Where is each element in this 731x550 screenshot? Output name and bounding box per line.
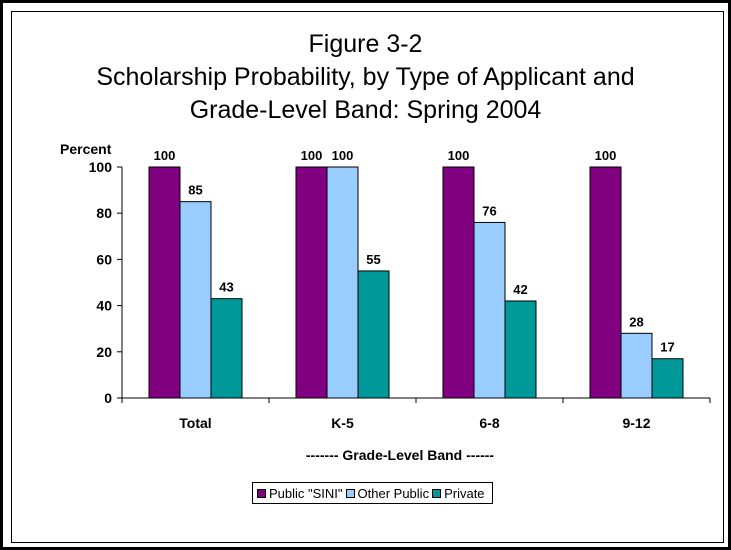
data-label: 55 bbox=[366, 252, 380, 267]
bar bbox=[357, 270, 390, 399]
data-label: 85 bbox=[188, 183, 202, 198]
data-label: 76 bbox=[482, 203, 496, 218]
bar bbox=[148, 166, 181, 399]
y-tick-label: 80 bbox=[96, 205, 112, 221]
legend-swatch bbox=[257, 488, 266, 498]
y-tick-label: 20 bbox=[96, 344, 112, 360]
legend: Public "SINI" Other Public Private bbox=[252, 482, 493, 504]
y-tick-label: 40 bbox=[96, 298, 112, 314]
y-axis-title: Percent bbox=[60, 141, 112, 157]
bar bbox=[295, 166, 328, 399]
data-label: 100 bbox=[595, 148, 617, 163]
data-label: 100 bbox=[154, 148, 176, 163]
chart-title-line-1: Figure 3-2 bbox=[308, 30, 423, 58]
data-label: 28 bbox=[629, 314, 643, 329]
bar bbox=[326, 166, 359, 399]
y-tick-label: 60 bbox=[96, 251, 112, 267]
plot-area: 0 20 40 60 80 100 100 85 43 Total 100 100 55 K-5 100 76… bbox=[89, 148, 711, 431]
legend-item: Private bbox=[432, 485, 485, 501]
bar bbox=[210, 298, 243, 399]
legend-swatch bbox=[345, 488, 355, 498]
data-label: 42 bbox=[513, 282, 527, 297]
category-label: 9-12 bbox=[622, 415, 650, 431]
data-label: 100 bbox=[448, 148, 470, 163]
chart-title-line-3: Grade-Level Band: Spring 2004 bbox=[189, 96, 542, 124]
bar bbox=[179, 201, 212, 399]
bar bbox=[504, 300, 537, 399]
data-label: 17 bbox=[660, 340, 674, 355]
legend-swatch bbox=[432, 488, 442, 498]
y-tick-label: 0 bbox=[104, 390, 112, 406]
data-label: 100 bbox=[301, 148, 323, 163]
legend-item: Other Public bbox=[345, 485, 430, 501]
bar bbox=[589, 166, 622, 399]
y-tick-label: 100 bbox=[89, 159, 113, 175]
legend-label: Other Public bbox=[357, 485, 430, 501]
data-label: 43 bbox=[219, 280, 233, 295]
category-label: Total bbox=[179, 415, 211, 431]
bar bbox=[473, 221, 506, 399]
category-label: 6-8 bbox=[479, 415, 499, 431]
bar bbox=[442, 166, 475, 399]
legend-label: Public "SINI" bbox=[269, 485, 343, 501]
chart-title-line-2: Scholarship Probability, by Type of Appl… bbox=[96, 63, 635, 91]
data-label: 100 bbox=[332, 148, 354, 163]
bar bbox=[620, 332, 653, 399]
legend-item: Public "SINI" bbox=[257, 486, 343, 501]
x-axis-title: ------- Grade-Level Band ------ bbox=[306, 447, 495, 463]
bar bbox=[651, 358, 684, 399]
category-label: K-5 bbox=[331, 415, 354, 431]
legend-label: Private bbox=[444, 485, 485, 501]
